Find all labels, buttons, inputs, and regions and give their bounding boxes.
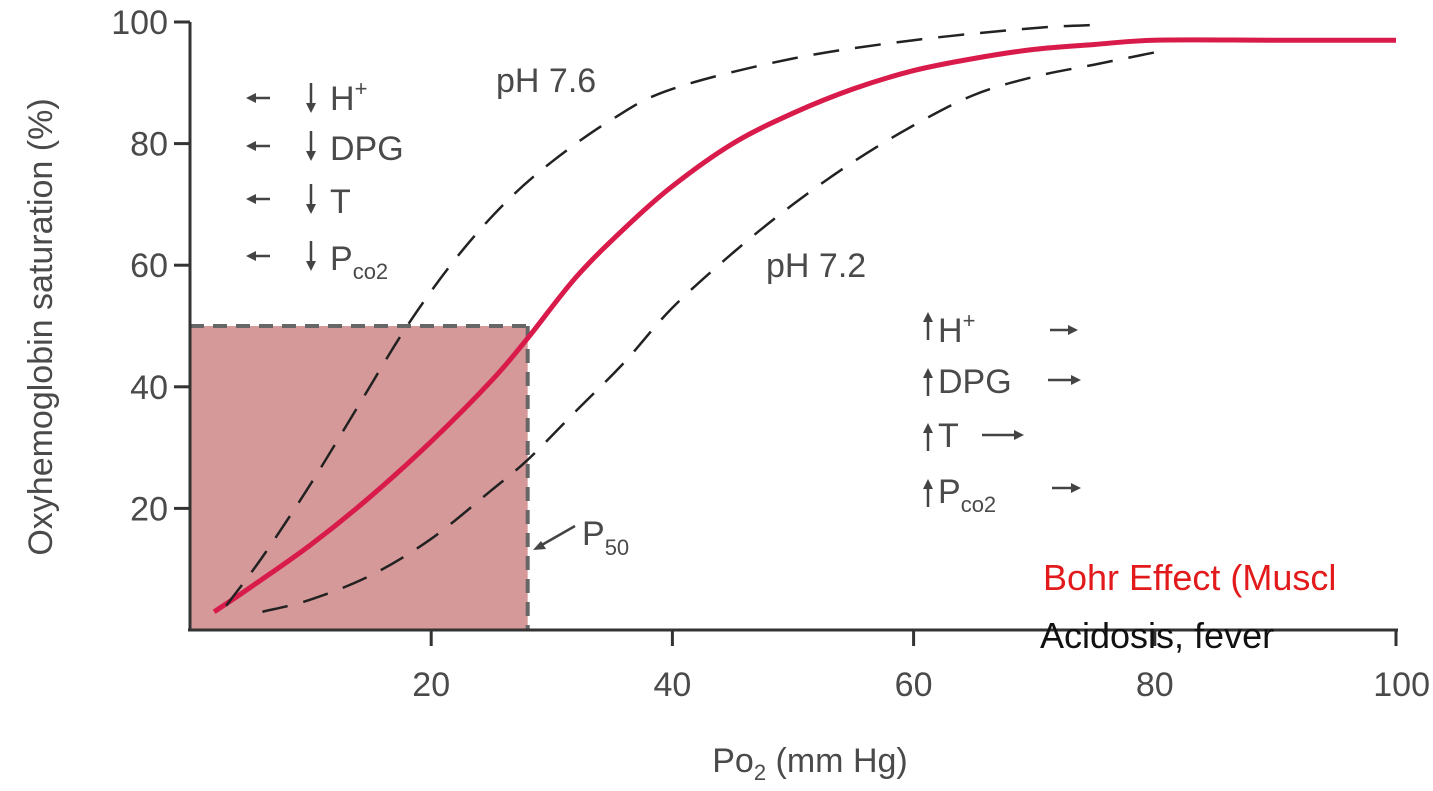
oxygen-dissociation-curve (212, 37, 1396, 614)
curve-label-ph76: pH 7.6 (496, 62, 596, 100)
y-tick-label: 100 (111, 4, 168, 42)
left-shift-dpg: DPG (246, 130, 404, 168)
svg-text:H+: H+ (938, 308, 975, 350)
x-tick-label: 20 (412, 666, 450, 704)
acidosis-fever-caption: Acidosis, fever (1040, 615, 1274, 656)
x-tick-label: 60 (895, 666, 933, 704)
y-axis-title: Oxyhemoglobin saturation (%) (22, 98, 60, 555)
right-shift-h-plus: H+ (923, 308, 1078, 350)
y-tick-label: 40 (130, 369, 168, 407)
ph-7-2-curve (262, 51, 1156, 614)
left-shift-h-plus: H+ (246, 76, 367, 118)
svg-text:H+: H+ (330, 76, 367, 118)
svg-text:Pco2: Pco2 (330, 240, 388, 284)
x-axis-title: Po2 (mm Hg) (712, 742, 908, 785)
y-tick-label: 80 (130, 126, 168, 164)
x-tick-label: 40 (653, 666, 691, 704)
svg-text:DPG: DPG (330, 130, 404, 168)
right-shift-pco2: Pco2 (923, 473, 1081, 517)
series-layer (212, 23, 1396, 614)
ph-7-6-curve (225, 23, 1095, 607)
svg-text:T: T (330, 183, 351, 221)
p50-annotation: P50 (533, 515, 629, 560)
right-shift-temperature: T (923, 417, 1024, 455)
p50-shaded-region (190, 326, 528, 630)
curve-label-ph72: pH 7.2 (766, 247, 866, 285)
right-shift-factors: H+ DPG T Pco2 (923, 308, 1081, 517)
left-shift-temperature: T (246, 183, 351, 221)
svg-text:T: T (938, 417, 959, 455)
bohr-effect-caption: Bohr Effect (Muscl (1043, 557, 1336, 598)
left-shift-factors: H+ DPG T Pco2 (246, 76, 404, 284)
y-tick-label: 20 (130, 490, 168, 528)
y-tick-label: 60 (130, 247, 168, 285)
tick-layer: 20 40 60 80 100 20 40 60 80 100 (111, 4, 1430, 704)
right-shift-dpg: DPG (923, 363, 1081, 401)
left-shift-pco2: Pco2 (246, 240, 388, 284)
x-tick-label: 80 (1136, 666, 1174, 704)
svg-text:Pco2: Pco2 (938, 473, 996, 517)
x-tick-label: 100 (1373, 666, 1430, 704)
svg-text:P50: P50 (582, 515, 629, 560)
svg-text:DPG: DPG (938, 363, 1012, 401)
